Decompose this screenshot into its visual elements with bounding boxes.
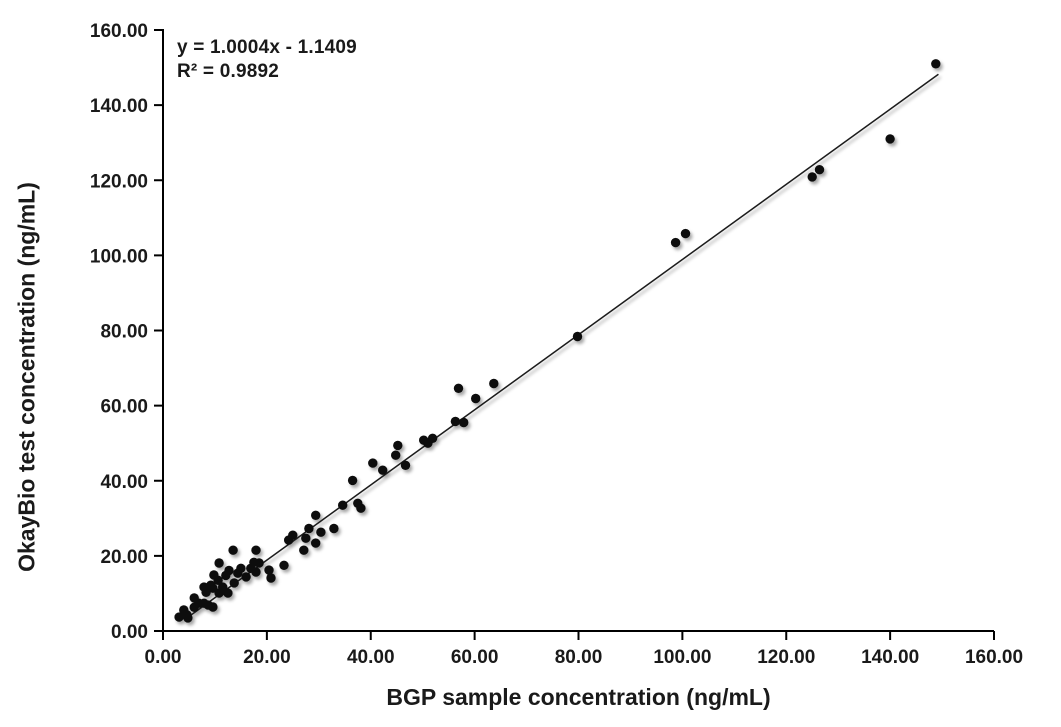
data-point <box>223 588 233 598</box>
x-tick-label: 160.00 <box>965 647 1023 668</box>
data-point <box>208 602 218 612</box>
data-point <box>201 587 211 597</box>
data-point <box>214 558 224 568</box>
data-point <box>356 503 366 513</box>
data-point <box>264 565 274 575</box>
data-point <box>254 558 264 568</box>
data-point <box>807 172 817 182</box>
data-point <box>183 613 193 623</box>
data-point <box>931 59 941 69</box>
data-layer <box>174 59 941 623</box>
y-tick-label: 120.00 <box>90 171 148 192</box>
data-point <box>471 393 481 404</box>
data-point <box>288 530 298 540</box>
data-point <box>814 165 825 175</box>
y-tick-label: 20.00 <box>100 547 148 568</box>
trendline <box>186 73 939 619</box>
data-point <box>489 378 499 389</box>
data-point <box>224 565 234 576</box>
x-tick-label: 140.00 <box>861 647 919 668</box>
data-point <box>453 383 464 393</box>
data-point <box>427 433 438 443</box>
y-tick-label: 80.00 <box>100 322 148 343</box>
r-squared-label: R² = 0.9892 <box>177 60 280 82</box>
data-point <box>885 134 895 144</box>
x-tick-label: 20.00 <box>243 647 291 668</box>
data-point <box>393 440 403 451</box>
x-tick-label: 40.00 <box>347 647 395 668</box>
data-point <box>301 533 311 543</box>
x-tick-label: 100.00 <box>653 647 711 668</box>
x-tick-label: 60.00 <box>451 647 499 668</box>
data-point <box>174 612 184 622</box>
data-point <box>368 458 378 468</box>
data-point <box>459 417 469 428</box>
data-point <box>251 567 261 577</box>
data-point <box>391 450 401 460</box>
equation-label: y = 1.0004x - 1.1409 <box>177 37 357 58</box>
data-point <box>266 573 276 583</box>
y-tick-label: 100.00 <box>90 246 148 267</box>
data-point <box>213 575 223 585</box>
y-tick-label: 60.00 <box>100 397 148 418</box>
data-point <box>347 475 358 486</box>
data-point <box>311 510 321 520</box>
data-point <box>311 538 321 548</box>
data-point <box>316 527 326 537</box>
data-point <box>304 523 314 534</box>
x-tick-label: 0.00 <box>145 647 182 668</box>
data-point <box>670 237 681 248</box>
data-point <box>299 545 309 555</box>
regression-annotation: y = 1.0004x - 1.1409 R² = 0.9892 <box>177 36 357 83</box>
data-point <box>378 465 388 475</box>
data-point <box>329 523 339 534</box>
data-point <box>400 460 411 470</box>
data-point <box>241 572 251 582</box>
data-point <box>236 563 246 573</box>
data-point <box>228 545 238 555</box>
data-point <box>251 545 261 555</box>
x-tick-label: 80.00 <box>555 647 603 668</box>
data-point <box>279 560 289 570</box>
x-axis-title: BGP sample concentration (ng/mL) <box>386 684 771 710</box>
data-point <box>450 416 461 427</box>
y-tick-label: 140.00 <box>90 96 148 117</box>
y-tick-label: 40.00 <box>100 472 148 493</box>
data-point <box>229 578 239 588</box>
y-axis-title: OkayBio test concentration (ng/mL) <box>13 182 40 572</box>
y-tick-label: 0.00 <box>111 622 148 643</box>
y-tick-label: 160.00 <box>90 21 148 42</box>
data-point <box>572 331 583 342</box>
data-point <box>680 228 691 239</box>
data-point <box>338 500 348 510</box>
x-tick-label: 120.00 <box>757 647 815 668</box>
